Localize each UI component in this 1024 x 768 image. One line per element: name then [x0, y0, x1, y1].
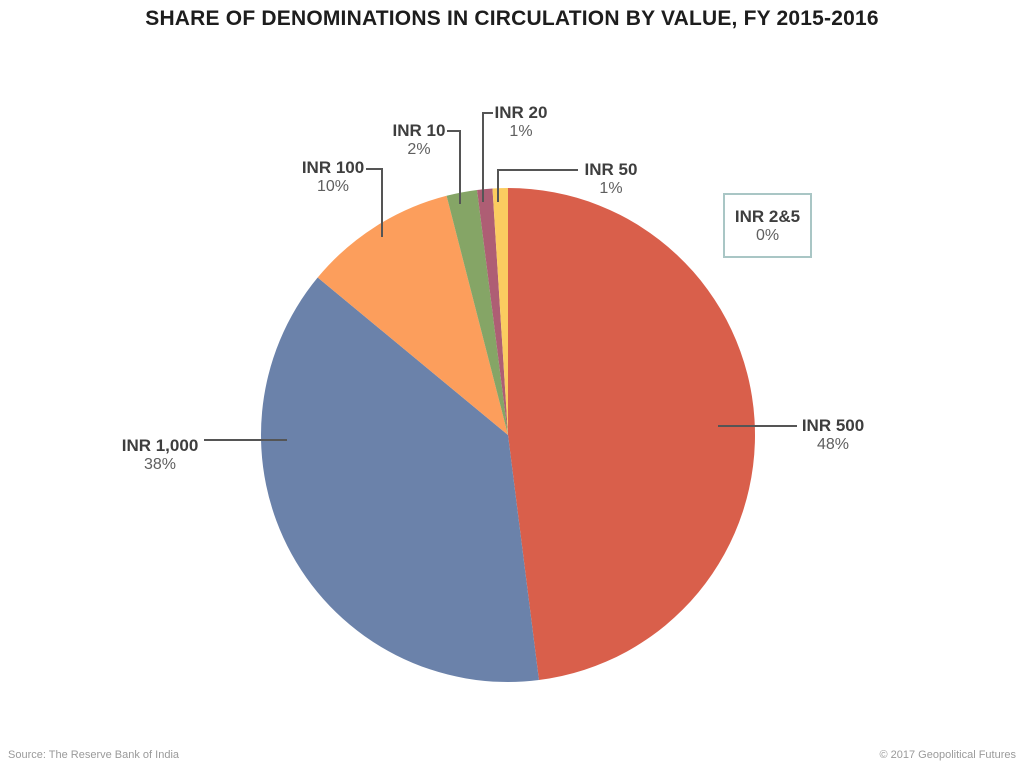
- pie-slice-inr20: [477, 188, 508, 435]
- label-inr-500: INR 500 48%: [802, 416, 864, 454]
- leader-line-inr-50: [497, 169, 578, 202]
- label-inr-50-name: INR 50: [584, 160, 638, 179]
- label-inr-100-name: INR 100: [301, 158, 365, 177]
- label-inr-10-name: INR 10: [392, 121, 446, 140]
- pie-slice-inr100: [317, 195, 508, 435]
- label-inr-1000-name: INR 1,000: [121, 436, 199, 455]
- chart-title: SHARE OF DENOMINATIONS IN CIRCULATION BY…: [145, 7, 879, 30]
- pie-slice-inr10: [446, 189, 508, 435]
- pie-slice-inr500: [508, 188, 755, 681]
- label-inr-2and5-name: INR 2&5: [734, 206, 801, 226]
- pie-slice-inr50: [492, 188, 508, 435]
- leader-line-inr-100: [366, 168, 383, 237]
- label-inr-10-pct: 2%: [407, 141, 431, 158]
- callout-box-inr-2and5: INR 2&5 0%: [723, 193, 812, 258]
- label-inr-20: INR 20 1%: [495, 103, 548, 141]
- label-inr-1000-pct: 38%: [143, 456, 177, 473]
- label-inr-10: INR 10 2%: [393, 121, 446, 159]
- source-credit: Source: The Reserve Bank of India: [8, 749, 180, 761]
- label-inr-50-pct: 1%: [599, 180, 623, 197]
- label-inr-500-pct: 48%: [816, 436, 850, 453]
- pie-slices: [261, 188, 755, 682]
- leader-line-inr-20: [482, 112, 493, 202]
- label-inr-100-pct: 10%: [316, 178, 350, 195]
- label-inr-1000: INR 1,000 38%: [122, 436, 199, 474]
- leader-lines: [204, 112, 797, 441]
- label-inr-50: INR 50 1%: [585, 160, 638, 198]
- copyright-credit: © 2017 Geopolitical Futures: [879, 749, 1016, 761]
- label-inr-100: INR 100 10%: [302, 158, 364, 196]
- label-inr-500-name: INR 500: [801, 416, 865, 435]
- pie-slice-inr1000: [261, 277, 539, 682]
- label-inr-20-pct: 1%: [509, 123, 533, 140]
- leader-line-inr-10: [447, 130, 461, 204]
- label-inr-20-name: INR 20: [494, 103, 548, 122]
- label-inr-2and5-pct: 0%: [755, 226, 780, 244]
